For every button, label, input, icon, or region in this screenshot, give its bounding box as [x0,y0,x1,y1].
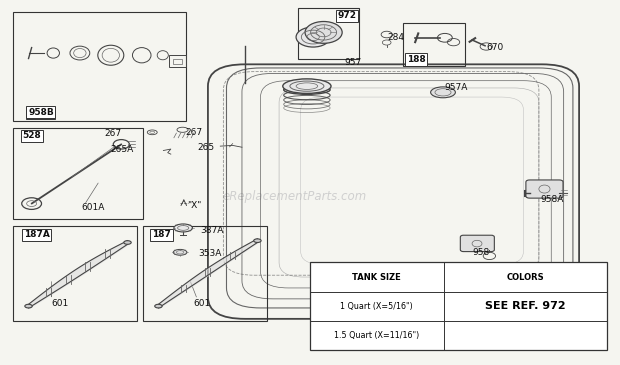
Text: 353A: 353A [198,249,222,258]
Ellipse shape [124,241,131,244]
Text: COLORS: COLORS [507,273,544,281]
Text: 187: 187 [152,230,171,239]
Text: 187A: 187A [24,230,50,239]
Text: 188: 188 [407,55,426,64]
Text: 957: 957 [344,58,361,67]
Text: 387A: 387A [200,226,223,235]
Ellipse shape [25,304,32,308]
Ellipse shape [431,87,455,98]
Text: 958B: 958B [28,108,54,117]
Text: eReplacementParts.com: eReplacementParts.com [223,190,366,203]
Ellipse shape [254,239,261,242]
Text: 601: 601 [51,299,69,308]
Ellipse shape [305,22,342,43]
Text: 284: 284 [388,32,404,42]
Text: 972: 972 [338,11,356,20]
FancyBboxPatch shape [310,262,607,350]
Text: 267: 267 [185,128,202,137]
Ellipse shape [173,249,187,255]
Ellipse shape [296,27,330,47]
Text: 670: 670 [486,43,503,52]
Text: 601A: 601A [81,203,105,212]
Ellipse shape [155,304,162,308]
Text: 1.5 Quart (X=11/16"): 1.5 Quart (X=11/16") [334,331,420,340]
Text: 958: 958 [472,248,489,257]
Text: 265: 265 [197,143,215,152]
Ellipse shape [283,79,331,93]
Text: "X": "X" [187,201,202,210]
Text: 267: 267 [105,129,122,138]
Text: 957A: 957A [445,84,468,92]
Text: 1 Quart (X=5/16"): 1 Quart (X=5/16") [340,301,413,311]
Text: 528: 528 [22,131,41,141]
Text: 601: 601 [193,299,211,308]
Text: TANK SIZE: TANK SIZE [352,273,401,281]
Text: 265A: 265A [111,145,134,154]
Text: 958B: 958B [28,108,54,117]
Ellipse shape [174,224,192,232]
Text: SEE REF. 972: SEE REF. 972 [485,301,565,311]
FancyBboxPatch shape [460,235,494,251]
Text: 958A: 958A [541,195,564,204]
FancyBboxPatch shape [526,180,563,198]
